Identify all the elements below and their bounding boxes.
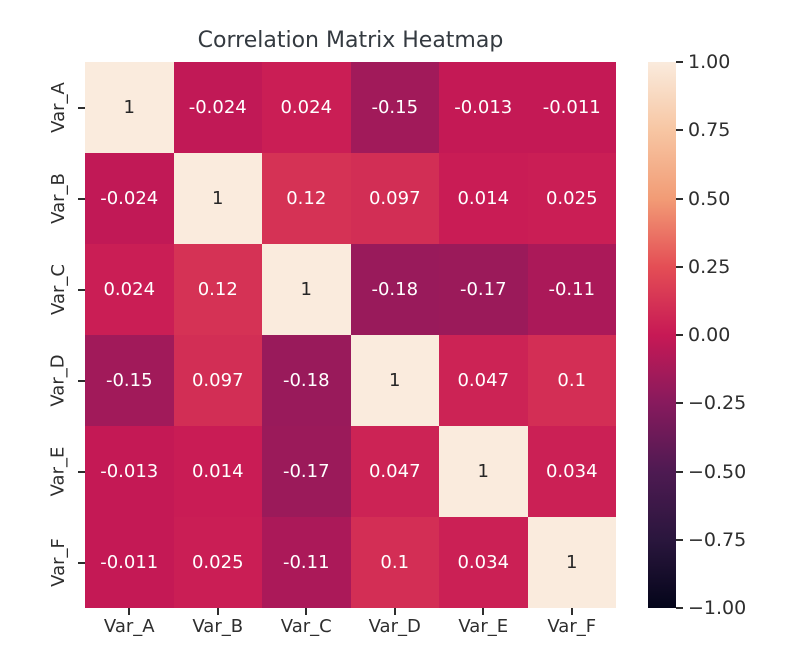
x-axis-label: Var_A (103, 616, 155, 637)
y-tickmark (78, 288, 85, 291)
y-axis-label: Var_F (38, 517, 78, 608)
heatmap-cell: -0.024 (173, 62, 262, 153)
colorbar-tick-label: 0.25 (688, 255, 731, 278)
heatmap-cell: -0.11 (527, 244, 616, 335)
y-axis-label-text: Var_A (47, 82, 69, 133)
chart-title: Correlation Matrix Heatmap (197, 28, 504, 53)
y-axis-label: Var_E (38, 426, 78, 517)
x-axis-label: Var_E (458, 616, 509, 637)
heatmap-cell: 0.047 (350, 426, 439, 517)
y-tickmark (78, 379, 85, 382)
x-tickmark (305, 608, 308, 615)
heatmap-cell: 1 (85, 62, 174, 153)
colorbar-tickmark (676, 538, 683, 541)
y-axis-label: Var_D (38, 335, 78, 426)
heatmap-grid: 1 -0.024 0.024 -0.15 -0.013 -0.011 -0.024 1 0.12… (85, 62, 616, 608)
x-tickmark (128, 608, 131, 615)
y-axis-label: Var_C (38, 244, 78, 335)
y-axis-label-text: Var_D (47, 354, 69, 407)
colorbar-tickmark (676, 197, 683, 200)
y-tickmark (78, 106, 85, 109)
x-axis-label: Var_C (280, 616, 332, 637)
colorbar-tickmark (676, 61, 683, 63)
y-axis-label: Var_B (38, 153, 78, 244)
y-axis-label-text: Var_B (47, 173, 69, 224)
x-axis-label: Var_D (368, 616, 421, 637)
colorbar (648, 62, 676, 608)
colorbar-tickmark (676, 129, 683, 132)
heatmap-cell: -0.013 (85, 426, 174, 517)
colorbar-tick-label: −0.50 (688, 460, 747, 483)
heatmap-cell: -0.17 (262, 426, 351, 517)
colorbar-tick-label: 0.50 (688, 187, 731, 210)
y-axis-label-text: Var_F (47, 538, 69, 587)
x-tickmark (570, 608, 573, 615)
heatmap-cell: 1 (350, 335, 439, 426)
heatmap-cell: -0.013 (439, 62, 528, 153)
x-axis-label: Var_F (547, 616, 597, 637)
heatmap-cell: 0.12 (262, 153, 351, 244)
colorbar-tick-label: −1.00 (688, 597, 747, 619)
heatmap-cell: 1 (173, 153, 262, 244)
heatmap-cell: 0.024 (262, 62, 351, 153)
x-axis-label: Var_B (192, 616, 244, 637)
heatmap-cell: 0.014 (439, 153, 528, 244)
heatmap-cell: 0.034 (527, 426, 616, 517)
colorbar-tick-label: 0.00 (688, 324, 731, 346)
colorbar-tickmark (676, 334, 683, 336)
y-tickmark (78, 470, 85, 473)
x-tickmark (216, 608, 219, 615)
colorbar-tick-label: 1.00 (688, 51, 731, 73)
heatmap-cell: -0.17 (439, 244, 528, 335)
heatmap-cell: -0.024 (85, 153, 174, 244)
colorbar-tickmark (676, 402, 683, 405)
heatmap-cell: 0.097 (350, 153, 439, 244)
heatmap-cell: -0.15 (85, 335, 174, 426)
heatmap-cell: 0.014 (173, 426, 262, 517)
heatmap-cell: 0.024 (85, 244, 174, 335)
heatmap-cell: -0.011 (85, 517, 174, 608)
heatmap-cell: -0.15 (350, 62, 439, 153)
heatmap-cell: 0.034 (439, 517, 528, 608)
heatmap-cell: -0.18 (262, 335, 351, 426)
heatmap-cell: -0.011 (527, 62, 616, 153)
colorbar-tick-label: −0.25 (688, 392, 747, 415)
heatmap-cell: -0.11 (262, 517, 351, 608)
heatmap-cell: 1 (527, 517, 616, 608)
x-tickmark (482, 608, 485, 615)
x-tickmark (393, 608, 396, 615)
heatmap-cell: 0.1 (527, 335, 616, 426)
heatmap-cell: 0.025 (173, 517, 262, 608)
heatmap-cell: 0.047 (439, 335, 528, 426)
heatmap-cell: -0.18 (350, 244, 439, 335)
y-axis-label-text: Var_E (47, 446, 69, 497)
colorbar-tickmark (676, 470, 683, 473)
heatmap-cell: 0.1 (350, 517, 439, 608)
colorbar-tickmark (676, 607, 683, 609)
heatmap-cell: 1 (262, 244, 351, 335)
y-axis-label-text: Var_C (47, 264, 69, 315)
colorbar-tick-label: 0.75 (688, 119, 731, 142)
colorbar-tick-label: −0.75 (688, 528, 747, 551)
y-tickmark (78, 197, 85, 200)
heatmap-cell: 0.025 (527, 153, 616, 244)
colorbar-tickmark (676, 265, 683, 268)
heatmap-cell: 0.12 (173, 244, 262, 335)
y-axis-label: Var_A (38, 62, 78, 153)
heatmap-cell: 1 (439, 426, 528, 517)
y-tickmark (78, 561, 85, 564)
heatmap-cell: 0.097 (173, 335, 262, 426)
